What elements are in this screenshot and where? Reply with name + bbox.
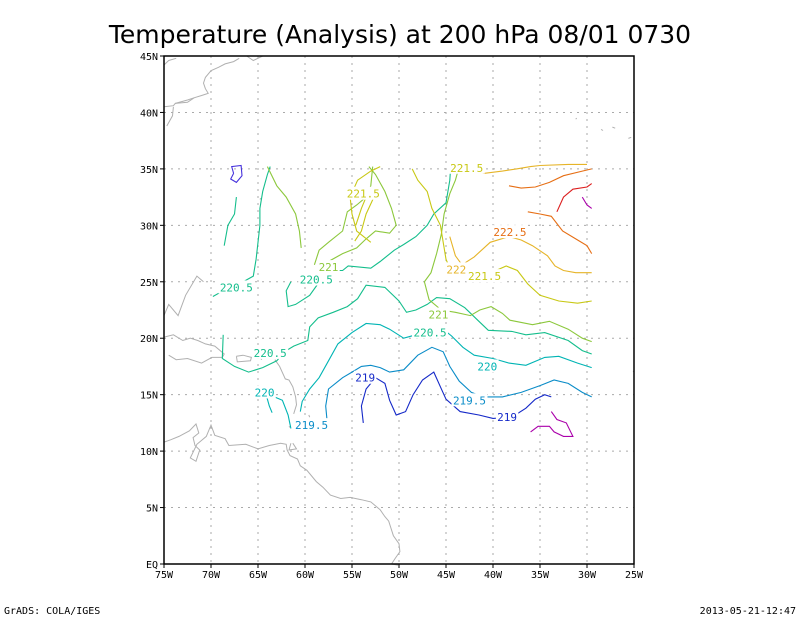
contour-line: [221, 284, 592, 373]
contour-label-bg: [427, 307, 450, 321]
contour-line: [229, 164, 243, 184]
contour-label: 219.5: [453, 394, 486, 407]
coastline: [612, 126, 616, 129]
coastline: [163, 57, 177, 66]
y-tick-label: 35N: [140, 165, 158, 176]
contour-label: 222.5: [493, 226, 526, 239]
chart-title: Temperature (Analysis) at 200 hPa 08/01 …: [108, 20, 691, 49]
x-tick-label: 65W: [249, 570, 268, 581]
contour-label: 220: [477, 360, 497, 373]
contour-label: 221.5: [468, 270, 501, 283]
contour-label: 219: [355, 372, 375, 385]
x-tick-label: 45W: [437, 570, 456, 581]
x-tick-label: 70W: [202, 570, 221, 581]
contour-line: [321, 166, 397, 268]
contour-line: [360, 371, 552, 423]
y-tick-label: 25N: [140, 278, 158, 289]
x-tick-label: 40W: [484, 570, 503, 581]
coastline: [600, 128, 604, 131]
coastline: [175, 97, 195, 104]
y-tick-label: 15N: [140, 391, 158, 402]
contour-line: [581, 196, 593, 209]
coastline: [163, 334, 225, 364]
contour-line: [423, 166, 592, 343]
contour-label-bg: [253, 385, 276, 399]
y-tick-label: 30N: [140, 221, 158, 232]
contour-label: 221.5: [450, 162, 483, 175]
contour-line: [471, 163, 587, 174]
y-tick-label: 40N: [140, 108, 158, 119]
coastline: [308, 414, 311, 418]
contour-line: [325, 346, 592, 427]
y-tick-label: 10N: [140, 447, 158, 458]
contour-label-bg: [495, 410, 519, 424]
contour-line: [530, 411, 574, 437]
coastline: [288, 442, 298, 451]
contour-label: 219: [497, 411, 517, 424]
contour-line: [223, 197, 237, 246]
x-tick-label: 35W: [531, 570, 550, 581]
y-tick-label: 45N: [140, 52, 158, 63]
contour-label-bg: [448, 160, 485, 174]
contour-line: [508, 168, 592, 189]
footer-timestamp: 2013-05-21-12:47: [700, 606, 796, 617]
coastline: [288, 425, 291, 428]
contour-label: 221: [429, 309, 449, 322]
contour-label-bg: [353, 370, 377, 384]
coastline: [628, 136, 632, 139]
contour-label-bg: [252, 345, 289, 359]
x-tick-label: 50W: [390, 570, 409, 581]
y-tick-label: 5N: [146, 504, 158, 515]
coastlines: [163, 55, 635, 566]
coastline: [246, 55, 263, 62]
x-tick-label: 75W: [155, 570, 174, 581]
contour-label-bg: [345, 186, 382, 200]
contour-label: 220.5: [254, 347, 287, 360]
contour-label-bg: [466, 269, 503, 283]
contour-labels: 221.5221.5222.5222221.5221220.5220.52212…: [218, 160, 528, 432]
contour-label: 220.5: [220, 281, 253, 294]
contour-label-bg: [293, 418, 330, 432]
coastline: [166, 106, 174, 127]
contour-label-bg: [317, 260, 340, 274]
contour-label-bg: [412, 325, 449, 339]
coastline: [163, 423, 401, 566]
contour-label: 221: [319, 261, 339, 274]
contour-label-bg: [451, 393, 488, 407]
contour-line: [266, 166, 302, 248]
contour-label: 220.5: [413, 327, 446, 340]
contour-label-bg: [298, 272, 335, 286]
contour-label-bg: [218, 280, 255, 294]
footer-credit: GrADS: COLA/IGES: [4, 606, 100, 617]
grid-lines: [164, 56, 634, 564]
contour-label: 221.5: [347, 188, 380, 201]
coastline: [235, 354, 253, 363]
contour-label: 220.5: [300, 274, 333, 287]
contour-label: 222: [446, 263, 466, 276]
y-tick-label: 20N: [140, 334, 158, 345]
x-tick-label: 30W: [578, 570, 597, 581]
coastline: [163, 57, 240, 108]
contour-line: [285, 166, 452, 308]
contour-label-bg: [476, 359, 499, 373]
contour-line: [527, 211, 593, 254]
contour-label-bg: [445, 262, 468, 276]
y-axis-ticks: EQ 5N 10N 15N 20N 25N 30N 35N 40N 45N: [140, 52, 164, 571]
contour-label: 220: [255, 386, 275, 399]
contour-label: 219.5: [295, 419, 328, 432]
y-tick-label: EQ: [146, 560, 158, 571]
x-tick-label: 55W: [343, 570, 362, 581]
contour-label-bg: [491, 225, 528, 239]
coastline: [163, 275, 204, 317]
x-axis-ticks: 75W 70W 65W 60W 55W 50W 45W 40W 35W 30W 25W: [155, 564, 644, 581]
coastline: [274, 359, 298, 415]
x-tick-label: 25W: [625, 570, 644, 581]
x-tick-label: 60W: [296, 570, 315, 581]
coastline: [575, 117, 578, 120]
coastline: [259, 197, 262, 200]
contour-line: [556, 183, 593, 213]
